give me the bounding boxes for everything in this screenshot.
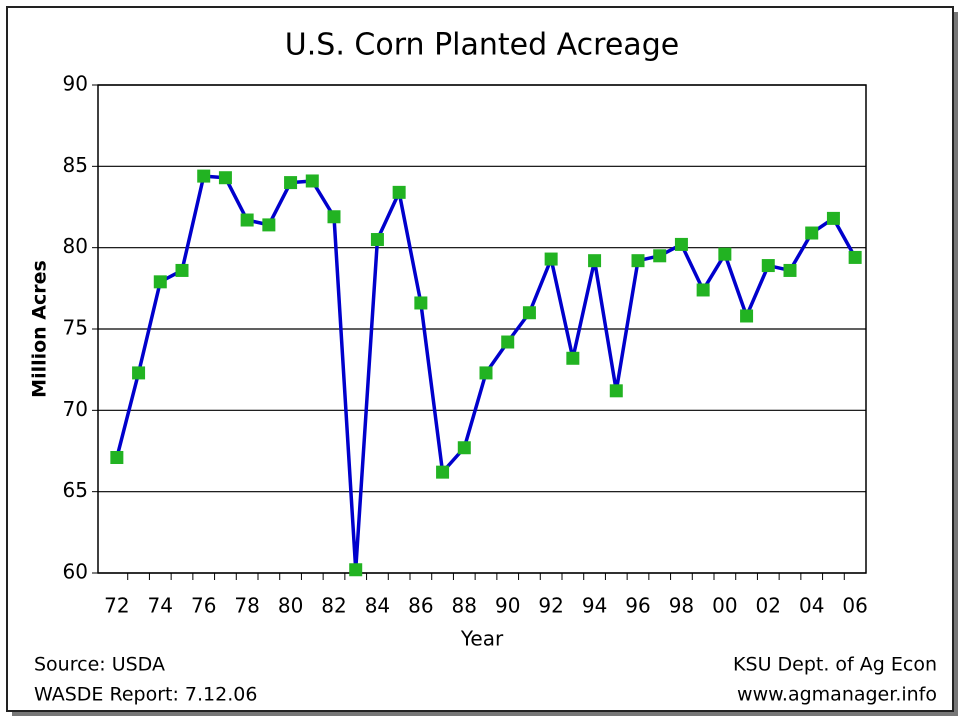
data-point <box>370 233 384 247</box>
url-note: www.agmanager.info <box>737 684 937 706</box>
y-tick-label: 80 <box>63 234 88 258</box>
data-point <box>305 174 319 188</box>
data-point <box>566 351 580 365</box>
data-point <box>501 335 515 349</box>
x-tick-label: 88 <box>452 594 477 618</box>
x-tick-label: 92 <box>538 594 563 618</box>
x-tick-label: 80 <box>278 594 303 618</box>
data-point <box>479 366 493 380</box>
y-axis-label: Million Acres <box>29 260 51 398</box>
data-point <box>522 306 536 320</box>
x-axis-label: Year <box>460 627 504 651</box>
y-tick-label: 70 <box>63 397 88 421</box>
x-tick-label: 74 <box>148 594 173 618</box>
report-note: WASDE Report: 7.12.06 <box>34 684 257 706</box>
data-point <box>783 263 797 277</box>
data-point <box>436 465 450 479</box>
x-tick-label: 98 <box>669 594 694 618</box>
x-tick-label: 82 <box>321 594 346 618</box>
data-point <box>848 250 862 264</box>
y-tick-label: 85 <box>63 153 88 177</box>
x-tick-label: 00 <box>712 594 737 618</box>
y-tick-label: 75 <box>63 316 88 340</box>
data-point <box>392 185 406 199</box>
x-tick-label: 06 <box>842 594 867 618</box>
data-point <box>284 176 298 190</box>
x-tick-label: 72 <box>104 594 129 618</box>
x-tick-label: 96 <box>625 594 650 618</box>
data-point <box>110 451 124 465</box>
data-point <box>609 384 623 398</box>
data-point <box>327 210 341 224</box>
data-point <box>718 247 732 261</box>
x-tick-label: 02 <box>756 594 781 618</box>
chart-title: U.S. Corn Planted Acreage <box>285 28 679 63</box>
x-tick-label: 76 <box>191 594 216 618</box>
data-point <box>240 213 254 227</box>
data-point <box>153 275 167 289</box>
x-tick-label: 90 <box>495 594 520 618</box>
data-point <box>457 441 471 455</box>
data-point <box>544 252 558 266</box>
x-tick-label: 84 <box>365 594 390 618</box>
data-point <box>653 249 667 263</box>
data-point <box>218 171 232 185</box>
credit-note: KSU Dept. of Ag Econ <box>733 654 937 676</box>
data-point <box>674 237 688 251</box>
data-point <box>696 283 710 297</box>
source-note: Source: USDA <box>34 654 165 676</box>
data-point <box>414 296 428 310</box>
x-tick-label: 04 <box>799 594 824 618</box>
data-point <box>349 563 363 577</box>
data-point <box>761 259 775 273</box>
x-tick-label: 78 <box>234 594 259 618</box>
data-point <box>262 218 276 232</box>
x-tick-label: 94 <box>582 594 607 618</box>
data-point <box>132 366 146 380</box>
data-point <box>588 254 602 268</box>
data-point <box>805 226 819 240</box>
data-point <box>631 254 645 268</box>
x-tick-label: 86 <box>408 594 433 618</box>
y-tick-label: 65 <box>63 478 88 502</box>
y-tick-label: 90 <box>63 72 88 96</box>
data-point <box>740 309 754 323</box>
data-point <box>826 211 840 225</box>
data-point <box>197 169 211 183</box>
y-tick-label: 60 <box>63 560 88 584</box>
data-point <box>175 263 189 277</box>
